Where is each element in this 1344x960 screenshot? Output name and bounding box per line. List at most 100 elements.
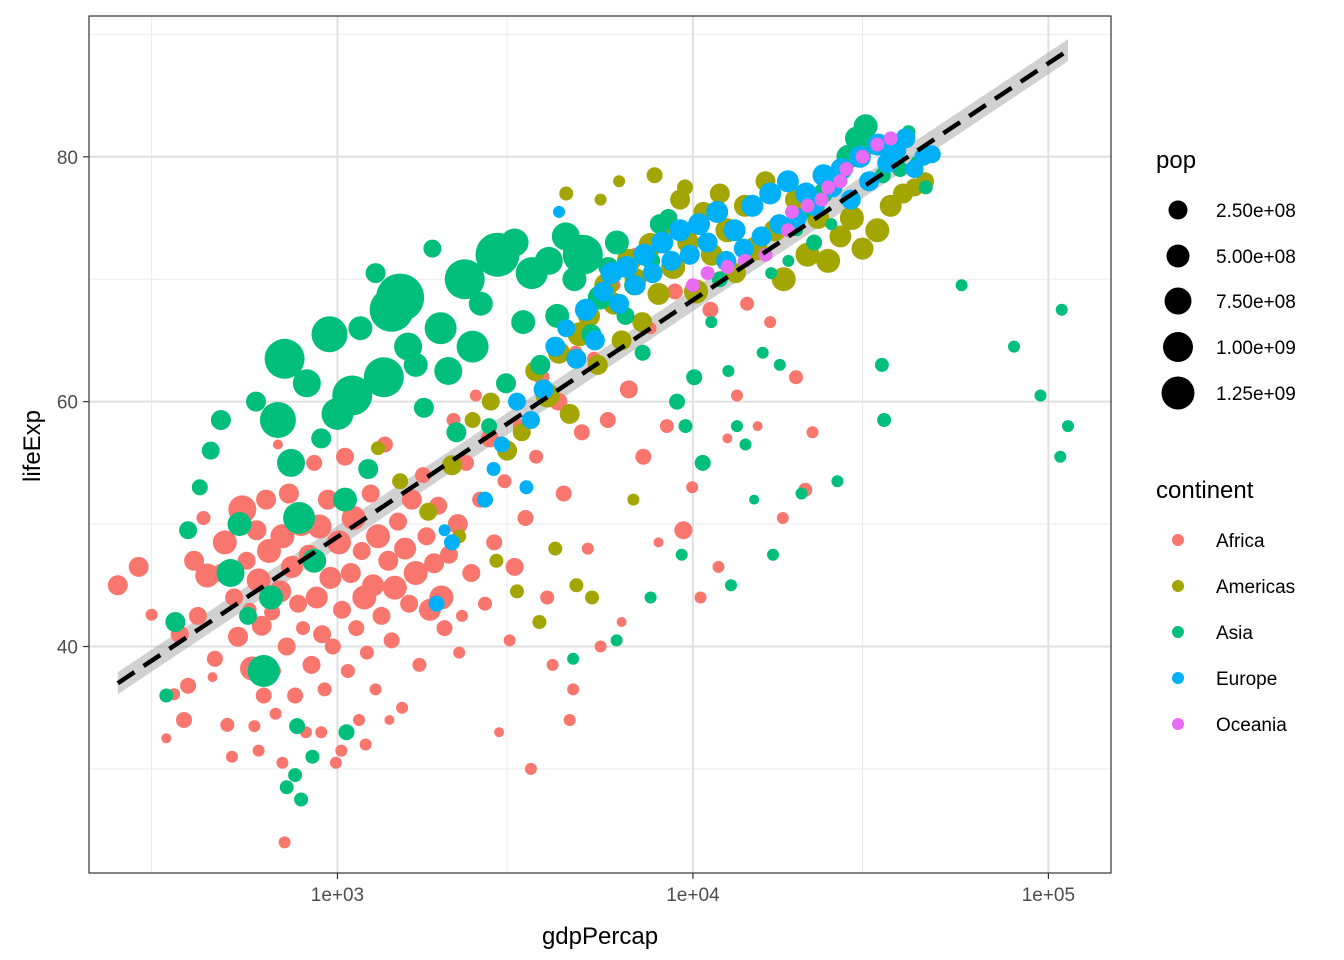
data-point	[517, 510, 534, 526]
color-legend-key	[1172, 672, 1184, 684]
data-point	[677, 179, 693, 196]
data-point	[220, 717, 235, 732]
data-point	[269, 707, 282, 720]
data-point	[317, 682, 332, 697]
data-point	[510, 584, 524, 599]
data-point	[749, 494, 760, 505]
data-point	[706, 200, 729, 223]
size-legend-key	[1168, 200, 1188, 220]
data-point	[1054, 450, 1067, 463]
data-point	[694, 454, 711, 471]
data-point	[378, 550, 399, 571]
data-point	[294, 792, 309, 807]
data-point	[599, 412, 616, 428]
data-point	[521, 411, 540, 429]
data-point	[723, 219, 746, 242]
data-point	[453, 646, 466, 659]
data-point	[288, 768, 303, 783]
data-point	[329, 756, 342, 769]
data-point	[722, 433, 733, 444]
data-point	[566, 348, 587, 369]
data-point	[184, 550, 205, 571]
data-point	[833, 174, 848, 189]
data-point	[359, 738, 372, 751]
data-point	[545, 336, 566, 357]
data-point	[311, 428, 332, 449]
data-point	[519, 480, 534, 495]
data-point	[773, 358, 786, 371]
data-point	[619, 380, 638, 399]
data-point	[661, 250, 682, 271]
data-point	[567, 652, 580, 665]
data-point	[369, 683, 382, 696]
data-point	[1062, 420, 1074, 433]
data-point	[383, 632, 400, 649]
data-point	[447, 514, 468, 535]
data-point	[210, 410, 231, 430]
data-point	[366, 524, 390, 549]
data-point	[874, 357, 889, 372]
data-point	[548, 541, 563, 556]
series-europe	[428, 128, 941, 612]
data-point	[311, 316, 348, 353]
color-legend-key	[1172, 718, 1184, 730]
data-point	[585, 590, 599, 605]
data-point	[481, 392, 500, 411]
data-point	[456, 609, 468, 622]
data-point	[955, 279, 968, 292]
data-point	[767, 548, 779, 561]
data-point	[722, 365, 735, 377]
data-point	[756, 346, 769, 359]
data-point	[424, 553, 445, 574]
y-tick-label: 80	[57, 148, 78, 169]
data-point	[720, 260, 735, 274]
data-point	[1034, 389, 1047, 402]
data-point	[678, 419, 693, 434]
data-point	[227, 512, 252, 537]
data-point	[394, 537, 417, 560]
data-point	[403, 561, 428, 585]
data-point	[489, 553, 504, 568]
data-point	[616, 617, 627, 627]
data-point	[700, 266, 715, 281]
y-tick-label: 40	[57, 638, 78, 659]
plot-panel-background	[89, 16, 1111, 873]
data-point	[289, 594, 308, 613]
data-point	[764, 316, 777, 329]
data-point	[532, 615, 547, 629]
data-point	[319, 566, 342, 589]
data-point	[259, 585, 283, 610]
data-point	[279, 780, 294, 795]
data-point	[419, 502, 438, 521]
data-point	[1008, 340, 1020, 353]
data-point	[302, 655, 321, 674]
data-point	[1055, 303, 1068, 316]
color-legend: continent Africa Americas Asia Europe Oceani…	[1156, 477, 1295, 736]
data-point	[259, 402, 296, 438]
scatter-points	[107, 114, 1074, 849]
data-point	[444, 534, 460, 551]
data-point	[759, 182, 782, 205]
data-point	[270, 524, 295, 549]
data-point	[305, 749, 320, 764]
data-point	[771, 267, 796, 292]
data-point	[335, 744, 348, 757]
data-point	[840, 189, 861, 210]
data-point	[534, 246, 563, 275]
trend-line-layer	[116, 48, 1070, 686]
x-tick-label: 1e+03	[311, 885, 364, 906]
data-point	[647, 282, 670, 305]
data-point	[246, 520, 267, 541]
color-legend-key	[1172, 580, 1184, 592]
data-point	[338, 724, 355, 741]
data-point	[225, 588, 244, 607]
data-point	[765, 267, 778, 280]
data-point	[277, 637, 296, 656]
data-point	[396, 701, 409, 714]
data-point	[458, 454, 474, 471]
data-point	[348, 316, 373, 341]
data-point	[464, 412, 481, 428]
data-point	[382, 575, 407, 600]
y-axis-title: lifeExp	[19, 410, 46, 482]
data-point	[436, 620, 453, 637]
